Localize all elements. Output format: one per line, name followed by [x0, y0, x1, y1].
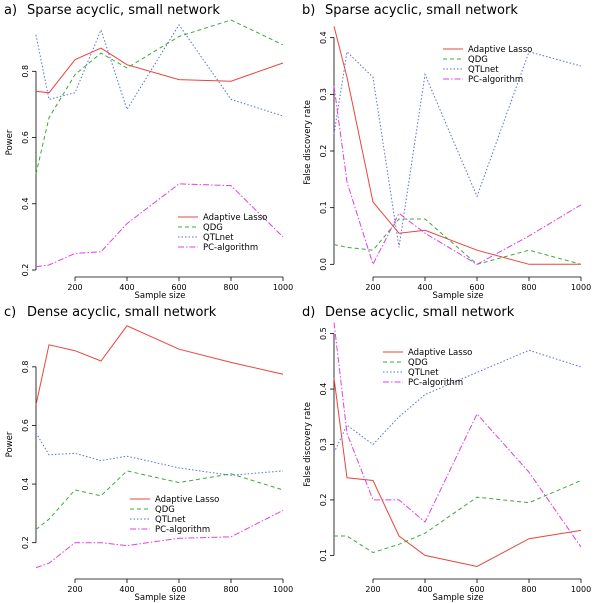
y-axis-title: Power: [5, 431, 15, 457]
x-tick-label: 200: [365, 283, 380, 292]
x-tick-label: 1000: [273, 283, 293, 292]
legend-entry: QTLnet: [468, 65, 499, 75]
y-tick-label: 0.4: [319, 383, 328, 396]
x-tick-label: 600: [469, 585, 484, 594]
x-tick-label: 800: [223, 585, 238, 594]
legend-entry: PC-algorithm: [468, 75, 523, 85]
panel-d: d) Dense acyclic, small network 200 400 600 8…: [302, 305, 591, 603]
x-tick-label: 200: [67, 585, 82, 594]
panel-label: a): [4, 3, 17, 18]
y-axis-title: False discovery rate: [303, 402, 313, 487]
legend-entry: QTLnet: [408, 368, 439, 378]
y-tick-label: 0.2: [319, 145, 328, 158]
x-tick-label: 1000: [571, 283, 591, 292]
x-tick-label: 200: [67, 283, 82, 292]
y-tick-label: 0.8: [21, 360, 30, 373]
panel-a: a) Sparse acyclic, small network 200 400 600…: [4, 3, 293, 301]
x-tick-label: 600: [171, 585, 186, 594]
y-tick-label: 0.5: [319, 327, 328, 340]
y-tick-label: 0.0: [319, 258, 328, 271]
y-tick-label: 0.2: [21, 536, 30, 549]
y-tick-label: 0.6: [21, 419, 30, 432]
legend-entry: Adaptive Lasso: [155, 495, 219, 505]
y-tick-label: 0.3: [319, 438, 328, 451]
panel-title: Dense acyclic, small network: [27, 305, 217, 320]
x-tick-label: 400: [417, 585, 432, 594]
legend-entry: PC-algorithm: [203, 243, 258, 253]
legend-entry: QTLnet: [155, 515, 186, 525]
x-tick-label: 400: [119, 283, 134, 292]
y-tick-label: 0.6: [21, 131, 30, 144]
series-line-qdg: [333, 218, 582, 265]
panel-title: Dense acyclic, small network: [325, 305, 515, 320]
series-line-pc-algorithm: [35, 183, 284, 268]
legend-entry: QDG: [203, 223, 223, 233]
series-line-adaptive-lasso: [333, 26, 581, 265]
series-line-pc-algorithm: [35, 509, 284, 569]
panel-label: d): [302, 305, 315, 320]
x-tick-label: 800: [521, 283, 536, 292]
panel-label: b): [302, 3, 315, 18]
x-tick-label: 800: [521, 585, 536, 594]
legend-entry: QDG: [468, 55, 488, 65]
panel-label: c): [4, 305, 16, 320]
x-tick-label: 600: [171, 283, 186, 292]
y-axis-title: Power: [5, 129, 15, 155]
series-line-pc-algorithm: [333, 85, 582, 266]
legend-entry: QDG: [155, 505, 175, 515]
x-axis-title: Sample size: [134, 593, 185, 603]
y-tick-label: 0.2: [21, 264, 30, 277]
series-line-adaptive-lasso: [35, 325, 284, 406]
legend-entry: PC-algorithm: [408, 378, 463, 388]
series-line-pc-algorithm: [333, 322, 582, 548]
series-line-qdg: [334, 480, 582, 554]
legend-entry: Adaptive Lasso: [203, 213, 267, 223]
x-tick-label: 200: [365, 585, 380, 594]
y-tick-label: 0.4: [21, 197, 30, 210]
series-line-qtlnet: [333, 50, 582, 248]
legend-entry: QTLnet: [203, 233, 234, 243]
legend-entry: Adaptive Lasso: [468, 45, 532, 55]
legend-entry: QDG: [408, 358, 428, 368]
y-tick-label: 0.4: [21, 478, 30, 491]
series-line-adaptive-lasso: [35, 47, 284, 94]
x-tick-label: 1000: [571, 585, 591, 594]
y-tick-label: 0.3: [319, 88, 328, 101]
legend-entry: PC-algorithm: [155, 525, 210, 535]
panel-c: c) Dense acyclic, small network 200 400 600 8…: [4, 305, 293, 603]
x-tick-label: 400: [119, 585, 134, 594]
series-line-qtlnet: [333, 349, 582, 454]
series-line-qtlnet: [35, 23, 284, 117]
x-tick-label: 1000: [273, 585, 293, 594]
x-tick-label: 600: [469, 283, 484, 292]
x-axis-title: Sample size: [432, 593, 483, 603]
panel-b: b) Sparse acyclic, small network 200 400 600…: [302, 3, 591, 301]
x-axis-title: Sample size: [432, 291, 483, 301]
y-tick-label: 0.1: [319, 549, 328, 562]
y-tick-label: 0.2: [319, 494, 328, 507]
series-line-adaptive-lasso: [333, 377, 582, 568]
panel-title: Sparse acyclic, small network: [325, 3, 518, 18]
x-axis-title: Sample size: [134, 291, 185, 301]
y-tick-label: 0.1: [319, 201, 328, 214]
x-tick-label: 400: [417, 283, 432, 292]
legend-entry: Adaptive Lasso: [408, 348, 472, 358]
series-line-qdg: [35, 19, 284, 175]
y-tick-label: 0.4: [319, 31, 328, 44]
y-tick-label: 0.8: [21, 65, 30, 78]
y-axis-title: False discovery rate: [303, 100, 313, 185]
series-line-qtlnet: [35, 432, 284, 476]
x-tick-label: 800: [223, 283, 238, 292]
panel-title: Sparse acyclic, small network: [27, 3, 220, 18]
series-line-qdg: [35, 470, 284, 530]
